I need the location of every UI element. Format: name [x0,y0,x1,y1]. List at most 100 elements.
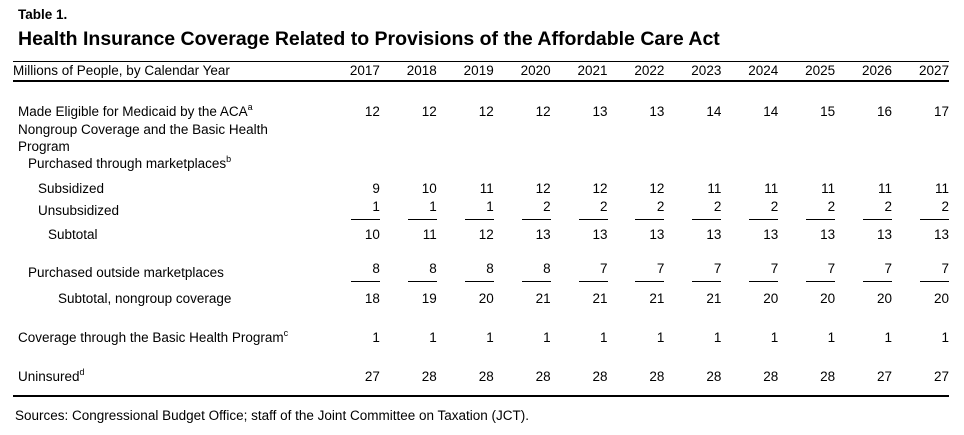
value-number: 13 [535,227,551,242]
value-number: 13 [877,227,893,242]
value-cell: 1 [835,308,893,347]
value-number: 7 [578,260,608,282]
row-label: Made Eligible for Medicaid by the ACAa [18,101,253,119]
value-number: 13 [706,227,722,242]
value-number: 8 [350,260,380,282]
value-number: 18 [364,291,380,306]
value-number: 11 [821,181,836,196]
table-row: Unsubsidized 1 1 1 2 2 2 2 2 2 2 2 [13,198,949,220]
value-cell [664,155,721,172]
value-cell: 2 [835,198,893,220]
value-cell: 27 [323,347,380,386]
value-number: 28 [535,369,551,384]
value-cell: 20 [437,282,494,308]
value-number: 28 [421,369,437,384]
value-number: 16 [877,104,893,119]
sources-note: Sources: Congressional Budget Office; st… [15,408,530,423]
value-number: 13 [649,227,665,242]
value-cell [380,155,437,172]
value-cell: 2 [494,198,551,220]
value-number: 12 [592,181,608,196]
value-cell: 28 [437,347,494,386]
table-row: Subtotal, nongroup coverage 18 19 20 21 21 21 2… [13,282,949,308]
value-cell: 20 [892,282,949,308]
value-number: 12 [478,227,494,242]
value-cell: 8 [494,244,551,282]
value-number: 1 [884,330,893,345]
row-label: Uninsuredd [18,366,85,384]
table-row: Purchased through marketplacesb [13,154,949,172]
value-cell: 17 [892,81,949,121]
value-cell [835,155,892,172]
value-cell: 12 [437,220,494,244]
value-number: 13 [592,227,608,242]
value-number: 13 [763,227,779,242]
value-number: 28 [763,369,779,384]
value-number: 1 [941,330,949,345]
value-number: 2 [920,198,949,220]
value-number: 1 [600,330,608,345]
value-cell: 7 [778,244,836,282]
value-cell: 10 [380,172,437,198]
value-cell: 13 [494,220,551,244]
year-column-header: 2017 [323,61,380,82]
value-number: 1 [656,330,665,345]
value-cell: 11 [721,172,778,198]
value-number: 7 [749,260,779,282]
value-number: 8 [464,260,494,282]
value-cell [494,121,551,155]
value-cell: 21 [551,282,608,308]
value-cell: 2 [608,198,665,220]
value-number: 21 [535,291,551,306]
value-cell: 1 [323,198,380,220]
value-cell: 13 [721,220,778,244]
value-cell [892,155,949,172]
coverage-table: Millions of People, by Calendar Year 201… [13,61,949,386]
value-cell: 12 [323,81,380,121]
value-cell [323,121,380,155]
value-cell: 1 [437,198,494,220]
value-number: 1 [543,330,551,345]
value-cell: 8 [380,244,437,282]
row-label: Purchased outside marketplaces [28,265,224,280]
value-number: 20 [763,291,779,306]
value-number: 21 [649,291,665,306]
row-label: Unsubsidized [38,203,120,218]
year-column-header: 2018 [379,61,437,82]
value-cell: 12 [608,172,664,198]
value-number: 27 [364,369,380,384]
year-column-header: 2020 [493,61,551,82]
value-cell [778,155,835,172]
value-cell: 2 [664,198,722,220]
value-cell: 1 [778,308,836,347]
value-cell: 1 [721,308,779,347]
value-number: 10 [421,181,437,196]
value-cell: 16 [835,81,892,121]
value-cell [778,121,835,155]
value-number: 10 [364,227,380,242]
value-cell [551,121,608,155]
row-label: Subtotal [48,227,98,242]
value-number: 14 [763,104,779,119]
value-cell: 10 [323,220,380,244]
value-number: 20 [877,291,893,306]
value-cell: 2 [892,198,949,220]
value-cell: 11 [778,172,835,198]
value-cell: 12 [380,81,437,121]
value-cell [551,155,608,172]
value-number: 28 [820,369,836,384]
value-number: 19 [421,291,437,306]
row-label: Nongroup Coverage and the Basic Health P… [18,122,268,154]
value-number: 13 [649,104,665,119]
value-number: 1 [464,198,494,220]
value-number: 7 [863,260,893,282]
value-number: 13 [933,227,949,242]
value-number: 11 [422,227,437,242]
value-number: 28 [649,369,665,384]
table-row: Subsidized 9 10 11 12 12 12 11 11 11 11 11 [13,172,949,198]
value-cell: 14 [721,81,778,121]
value-number: 21 [592,291,608,306]
year-column-header: 2026 [835,61,893,82]
value-cell [494,155,551,172]
value-number: 2 [578,198,608,220]
